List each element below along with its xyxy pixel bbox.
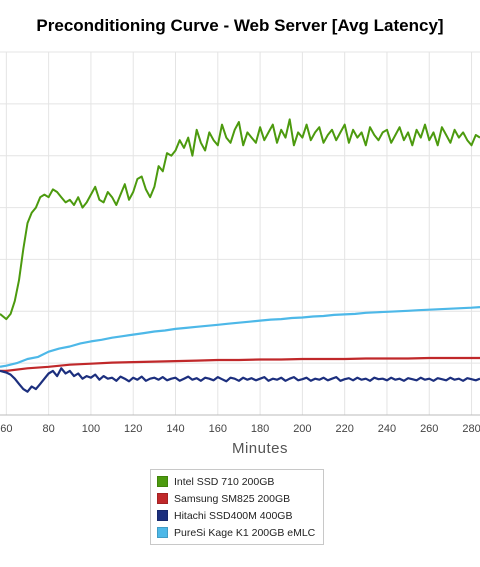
x-tick-label: 200 (293, 423, 311, 435)
legend-swatch (157, 476, 168, 487)
legend-swatch (157, 493, 168, 504)
legend-item: Hitachi SSD400M 400GB (157, 507, 323, 524)
series-line-2 (0, 356, 480, 372)
x-tick-label: 280 (462, 423, 480, 435)
legend: Intel SSD 710 200GB Samsung SM825 200GB Hi… (150, 469, 324, 545)
x-tick-labels: 60 80 100 120 140 160 180 200 220 240 260 280 (0, 423, 480, 435)
x-tick-label: 240 (378, 423, 396, 435)
legend-item: Intel SSD 710 200GB (157, 473, 323, 490)
x-tick-label: 80 (43, 423, 55, 435)
x-tick-label: 180 (251, 423, 269, 435)
x-tick-label: 160 (209, 423, 227, 435)
legend-item: Samsung SM825 200GB (157, 490, 323, 507)
series-line-3 (0, 367, 480, 393)
legend-label: Hitachi SSD400M 400GB (174, 509, 293, 522)
series-line-1 (0, 118, 480, 321)
chart-title: Preconditioning Curve - Web Server [Avg … (36, 16, 444, 35)
series-lines (0, 118, 480, 393)
x-tick-label: 60 (0, 423, 12, 435)
legend-label: PureSi Kage K1 200GB eMLC (174, 526, 316, 539)
legend-label: Intel SSD 710 200GB (174, 475, 275, 488)
x-axis-label: Minutes (231, 440, 289, 457)
x-tick-label: 120 (124, 423, 142, 435)
x-tick-label: 140 (166, 423, 184, 435)
legend-swatch (157, 510, 168, 521)
grid-lines (0, 51, 480, 416)
x-tick-label: 100 (82, 423, 100, 435)
series-line-4 (0, 306, 480, 368)
legend-label: Samsung SM825 200GB (174, 492, 291, 505)
x-tick-label: 260 (420, 423, 438, 435)
legend-swatch (157, 527, 168, 538)
x-tick-label: 220 (335, 423, 353, 435)
legend-item: PureSi Kage K1 200GB eMLC (157, 524, 323, 541)
